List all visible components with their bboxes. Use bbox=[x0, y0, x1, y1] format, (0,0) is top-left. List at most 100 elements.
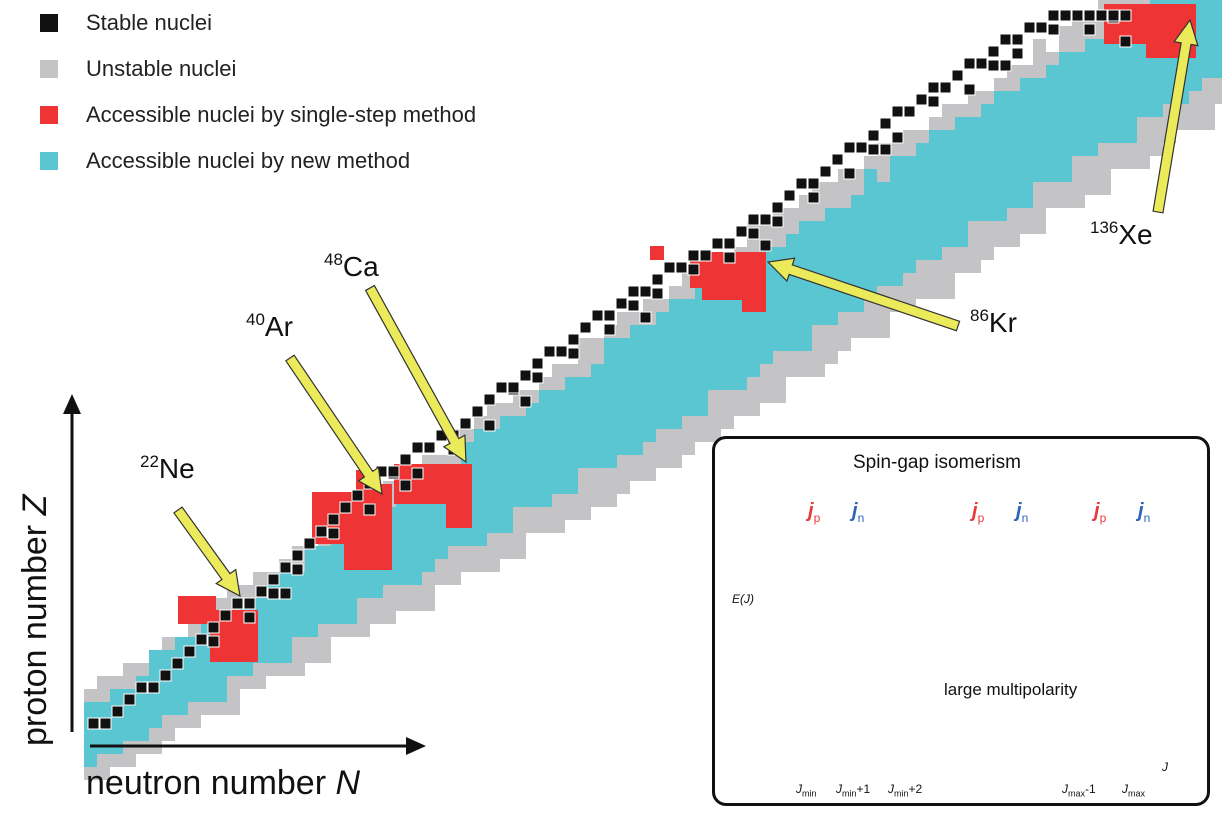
single-step-region-3 bbox=[394, 464, 472, 528]
stable-nucleus-105 bbox=[711, 237, 724, 250]
nucleus-label-ne22: 22Ne bbox=[140, 452, 195, 484]
stable-nucleus-114 bbox=[759, 239, 772, 252]
stable-nucleus-22 bbox=[207, 635, 220, 648]
stable-nucleus-21 bbox=[207, 621, 220, 634]
legend-label-unstable: Unstable nuclei bbox=[86, 56, 237, 81]
arrow-ca48 bbox=[364, 284, 467, 464]
stable-nucleus-63 bbox=[459, 417, 472, 430]
nucleus-label-ca48: 48Ca bbox=[324, 250, 379, 282]
y-axis-label: proton number Z bbox=[16, 494, 54, 746]
stable-nucleus-74 bbox=[519, 395, 532, 408]
stable-nucleus-93 bbox=[639, 285, 652, 298]
tick-label-jmin-plus-1: Jmin+1 bbox=[836, 782, 871, 799]
legend-item-stable: Stable nuclei bbox=[40, 0, 476, 46]
stable-nucleus-121 bbox=[807, 177, 820, 190]
stable-nucleus-158 bbox=[1011, 47, 1024, 60]
stable-nucleus-95 bbox=[651, 273, 664, 286]
stable-nucleus-89 bbox=[615, 297, 628, 310]
stable-nucleus-15 bbox=[171, 657, 184, 670]
stable-nucleus-102 bbox=[687, 263, 700, 276]
stable-nucleus-141 bbox=[927, 81, 940, 94]
legend-swatch-single-step bbox=[40, 106, 58, 124]
stable-nucleus-23 bbox=[219, 609, 232, 622]
stable-nucleus-106 bbox=[723, 251, 736, 264]
mask-bottom bbox=[0, 736, 84, 746]
stable-nucleus-25 bbox=[231, 597, 244, 610]
stable-nucleus-58 bbox=[411, 467, 424, 480]
legend-item-unstable: Unstable nuclei bbox=[40, 46, 476, 92]
stable-nucleus-146 bbox=[963, 83, 976, 96]
stable-nucleus-161 bbox=[1047, 9, 1060, 22]
jp-label-3: jp bbox=[1094, 500, 1107, 525]
stable-nucleus-33 bbox=[279, 561, 292, 574]
stable-nucleus-13 bbox=[159, 669, 172, 682]
stable-nucleus-122 bbox=[807, 191, 820, 204]
stable-nucleus-110 bbox=[747, 227, 760, 240]
stable-nucleus-30 bbox=[267, 587, 280, 600]
stable-nucleus-131 bbox=[867, 129, 880, 142]
stable-nucleus-125 bbox=[831, 153, 844, 166]
stable-nucleus-135 bbox=[891, 105, 904, 118]
single-step-region-4 bbox=[690, 252, 766, 312]
stable-nucleus-127 bbox=[843, 141, 856, 154]
stable-nucleus-150 bbox=[987, 59, 1000, 72]
stable-nucleus-153 bbox=[999, 33, 1012, 46]
stable-nucleus-46 bbox=[363, 503, 376, 516]
stable-nucleus-3 bbox=[99, 717, 112, 730]
stable-nucleus-35 bbox=[291, 549, 304, 562]
stable-nucleus-73 bbox=[519, 369, 532, 382]
stable-nucleus-111 bbox=[747, 213, 760, 226]
stable-nucleus-167 bbox=[1083, 9, 1096, 22]
inset-title: Spin-gap isomerism bbox=[853, 452, 1021, 473]
stable-nucleus-90 bbox=[627, 299, 640, 312]
stable-nucleus-117 bbox=[783, 189, 796, 202]
single-step-region-2 bbox=[312, 470, 392, 570]
stable-nucleus-26 bbox=[243, 611, 256, 624]
arrow-kr86 bbox=[766, 257, 961, 332]
stable-nucleus-159 bbox=[1035, 21, 1048, 34]
stable-nucleus-154 bbox=[999, 59, 1012, 72]
large-multipolarity-label: large multipolarity bbox=[944, 680, 1078, 699]
stable-nucleus-57 bbox=[423, 441, 436, 454]
legend: Stable nuclei Unstable nuclei Accessible… bbox=[40, 0, 476, 184]
spin-gap-inset bbox=[712, 436, 1210, 806]
stable-nucleus-41 bbox=[327, 513, 340, 526]
stable-nucleus-149 bbox=[975, 57, 988, 70]
stable-nucleus-118 bbox=[771, 215, 784, 228]
jn-label-1: jn bbox=[852, 500, 865, 525]
stable-nucleus-145 bbox=[951, 69, 964, 82]
spin-axis-label: J bbox=[1162, 760, 1168, 774]
stable-nucleus-51 bbox=[387, 465, 400, 478]
stable-nucleus-142 bbox=[927, 95, 940, 108]
tick-label-jmin-plus-2: Jmin+2 bbox=[888, 782, 923, 799]
stable-nucleus-107 bbox=[723, 237, 736, 250]
legend-swatch-stable bbox=[40, 14, 58, 32]
stable-nucleus-165 bbox=[1071, 9, 1084, 22]
stable-nucleus-147 bbox=[963, 57, 976, 70]
stable-nucleus-166 bbox=[1083, 23, 1096, 36]
stable-nucleus-143 bbox=[939, 81, 952, 94]
arrow-ar40 bbox=[285, 354, 383, 496]
stable-nucleus-17 bbox=[183, 645, 196, 658]
legend-item-new-method: Accessible nuclei by new method bbox=[40, 138, 476, 184]
stable-nucleus-83 bbox=[579, 321, 592, 334]
z-axis-arrowhead bbox=[63, 394, 81, 414]
stable-nucleus-126 bbox=[843, 167, 856, 180]
arrow-ne22 bbox=[173, 506, 241, 598]
stable-nucleus-1 bbox=[87, 717, 100, 730]
stable-nucleus-97 bbox=[663, 261, 676, 274]
stable-nucleus-173 bbox=[1119, 9, 1132, 22]
tick-label-jmax-minus-1: Jmax-1 bbox=[1062, 782, 1096, 799]
stable-nucleus-162 bbox=[1047, 23, 1060, 36]
stable-nucleus-101 bbox=[687, 249, 700, 262]
stable-nucleus-55 bbox=[411, 441, 424, 454]
single-step-region-5 bbox=[650, 246, 664, 260]
stable-nucleus-54 bbox=[399, 479, 412, 492]
stable-nucleus-134 bbox=[879, 143, 892, 156]
stable-nucleus-119 bbox=[795, 177, 808, 190]
stable-nucleus-82 bbox=[567, 347, 580, 360]
stable-nucleus-45 bbox=[351, 489, 364, 502]
stable-nucleus-137 bbox=[903, 105, 916, 118]
stable-nucleus-7 bbox=[123, 693, 136, 706]
tick-label-jmax: Jmax bbox=[1122, 782, 1146, 799]
